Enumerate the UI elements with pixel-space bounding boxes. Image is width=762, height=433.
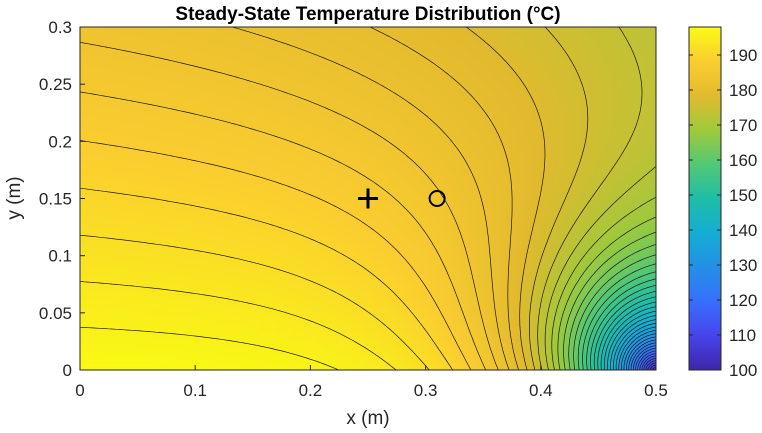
colorbar-tick-label: 130 [729, 256, 757, 275]
contour-line-146 [604, 306, 656, 370]
contour-line-136 [618, 326, 656, 370]
contour-line-124 [632, 345, 656, 370]
x-tick-label: 0 [75, 381, 84, 400]
contour-line-120 [637, 350, 656, 370]
contour-line-184 [80, 41, 499, 370]
colorbar-tick-label: 180 [729, 81, 757, 100]
y-tick-label: 0 [63, 361, 72, 380]
contour-line-138 [615, 322, 656, 370]
contour-line-154 [590, 285, 656, 370]
contour-line-144 [607, 310, 656, 370]
x-tick-label: 0.3 [414, 381, 438, 400]
contour-line-118 [639, 352, 656, 370]
contour-line-116 [641, 355, 656, 370]
colorbar-tick-label: 140 [729, 221, 757, 240]
contour-line-110 [647, 362, 656, 370]
contour-line-140 [612, 319, 656, 370]
y-tick-label: 0.05 [39, 304, 72, 323]
chart-title: Steady-State Temperature Distribution (°… [175, 4, 560, 25]
contour-line-126 [630, 342, 656, 370]
contour-line-174 [537, 27, 643, 370]
contour-line-128 [628, 339, 656, 370]
y-tick-label: 0.3 [48, 18, 72, 37]
contour-line-156 [586, 278, 656, 370]
y-axis: 0 0.05 0.1 0.15 0.2 0.25 0.3 [39, 18, 85, 380]
contour-line-142 [610, 315, 656, 370]
colorbar-tick-label: 160 [729, 151, 757, 170]
y-tick-label: 0.25 [39, 75, 72, 94]
contour-line-186 [80, 91, 487, 370]
colorbar-tick-label: 190 [729, 46, 757, 65]
contour-line-196 [80, 326, 339, 370]
marker-circle [428, 190, 446, 207]
y-tick-label: 0.1 [48, 247, 72, 266]
contour-line-122 [635, 347, 656, 370]
contour-line-114 [643, 357, 656, 370]
x-tick-label: 0.2 [299, 381, 323, 400]
colorbar: 100 110 120 130 140 150 160 170 180 190 [688, 26, 757, 380]
x-tick-label: 0.5 [644, 381, 668, 400]
contour-line-182 [232, 27, 510, 370]
contour-line-130 [625, 336, 656, 370]
colorbar-ticks: 100 110 120 130 140 150 160 170 180 190 [689, 46, 757, 380]
contour-line-152 [593, 290, 656, 370]
contour-line-150 [597, 296, 656, 370]
contour-lines [80, 27, 656, 370]
y-axis-label: y (m) [4, 176, 25, 219]
contour-line-112 [645, 360, 656, 370]
contour-line-134 [621, 329, 656, 370]
colorbar-gradient [688, 26, 722, 371]
contour-line-170 [551, 196, 656, 370]
contour-line-132 [623, 333, 656, 370]
x-axis-label: x (m) [346, 408, 389, 429]
contour-line-164 [568, 244, 656, 370]
colorbar-tick-label: 150 [729, 186, 757, 205]
x-axis: 0 0.1 0.2 0.3 0.4 0.5 [75, 365, 668, 400]
y-tick-label: 0.2 [48, 132, 72, 151]
contour-line-158 [582, 271, 656, 370]
marker-plus [358, 188, 378, 209]
contour-line-168 [557, 216, 656, 370]
contour-line-178 [465, 27, 546, 370]
colorbar-tick-label: 110 [729, 326, 756, 345]
x-tick-label: 0.4 [529, 381, 553, 400]
colorbar-tick-label: 100 [729, 361, 757, 380]
colorbar-tick-label: 120 [729, 291, 757, 310]
contour-line-160 [577, 263, 656, 370]
plot-area [80, 27, 656, 370]
contour-line-108 [649, 364, 656, 370]
x-tick-label: 0.1 [183, 381, 207, 400]
y-tick-label: 0.15 [39, 190, 72, 209]
contour-line-162 [573, 254, 656, 370]
contour-line-166 [563, 231, 656, 370]
contour-line-192 [80, 234, 430, 370]
contour-line-194 [80, 281, 397, 370]
contour-line-190 [80, 187, 453, 370]
contour-line-188 [80, 140, 472, 370]
colorbar-tick-label: 170 [729, 116, 757, 135]
markers [358, 188, 446, 209]
contour-line-176 [529, 27, 589, 370]
